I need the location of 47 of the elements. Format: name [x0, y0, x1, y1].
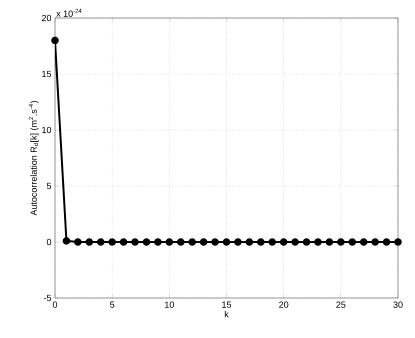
point [74, 238, 82, 246]
point [222, 238, 230, 246]
point [314, 238, 322, 246]
point [86, 238, 94, 246]
y-tick-label: 0 [46, 238, 52, 246]
x-tick-label: 30 [393, 302, 403, 308]
point [142, 238, 150, 246]
point [108, 238, 116, 246]
point [394, 238, 402, 246]
point [326, 238, 334, 246]
point [200, 238, 208, 246]
x-tick-label: 0 [52, 302, 58, 308]
y-axis-title: Autocorrelation R$_{d}$[k] (m$^{2}$.s$^{-4}$) [28, 100, 39, 216]
point [268, 238, 276, 246]
x-tick-label: 15 [222, 302, 232, 308]
y-tick-label: 20 [42, 14, 52, 22]
point [302, 238, 310, 246]
point [211, 238, 219, 246]
x-tick-label: 10 [165, 302, 174, 308]
point [176, 238, 185, 246]
point [51, 36, 59, 44]
x-tick-label: 20 [279, 302, 288, 308]
point [96, 238, 105, 246]
y-tick-label: 15 [42, 70, 52, 78]
y-tick-label: 5 [46, 182, 52, 190]
x-tick-label: 25 [336, 302, 346, 308]
point [62, 237, 70, 245]
point [120, 238, 128, 246]
point [257, 238, 265, 246]
point [234, 238, 242, 246]
point [246, 238, 254, 246]
point [291, 238, 299, 246]
point [166, 238, 174, 246]
point [382, 238, 390, 246]
point [280, 238, 288, 246]
point [131, 238, 139, 246]
point [371, 238, 379, 246]
y-tick-label: 10 [42, 126, 52, 134]
y-tick-label: -5 [44, 294, 52, 302]
point [348, 238, 356, 246]
point [154, 238, 162, 246]
point [360, 238, 368, 246]
x-axis-title: k [224, 310, 229, 318]
point [188, 238, 196, 246]
x-tick-label: 5 [110, 302, 114, 308]
point [337, 238, 345, 246]
text: x 10$^{-24}$ [56, 8, 82, 17]
